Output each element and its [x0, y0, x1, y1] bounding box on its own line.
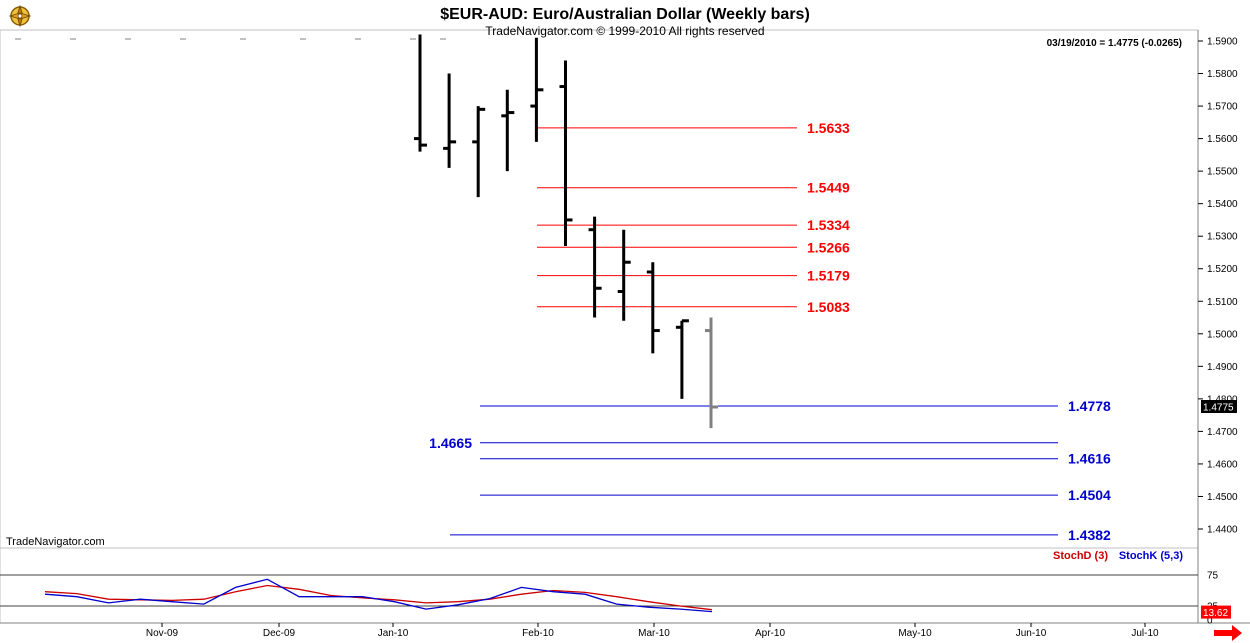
price-tick-label: 1.5600 — [1207, 134, 1238, 145]
price-tick-label: 1.5900 — [1207, 37, 1238, 48]
ohlc-bar — [472, 106, 486, 198]
price-tick-label: 1.4400 — [1207, 525, 1238, 536]
time-tick-label: Mar-10 — [638, 628, 670, 639]
ohlc-bar — [530, 37, 544, 142]
ohlc-bar — [705, 317, 718, 429]
price-tick-label: 1.4500 — [1207, 492, 1238, 503]
ohlc-bar — [559, 60, 573, 246]
stochastic-layer: 7525013.62 — [0, 571, 1231, 627]
price-tick-label: 1.4900 — [1207, 362, 1238, 373]
ohlc-bar — [617, 229, 631, 321]
price-tick-label: 1.4600 — [1207, 459, 1238, 470]
price-tick-label: 1.5000 — [1207, 329, 1238, 340]
time-tick-label: Jun-10 — [1016, 628, 1047, 639]
level-label-support: 1.4778 — [1068, 398, 1111, 414]
ohlc-bar — [588, 216, 602, 318]
level-label-support: 1.4504 — [1068, 487, 1111, 503]
time-tick-label: Jul-10 — [1131, 628, 1159, 639]
ohlc-bar — [675, 319, 689, 399]
price-tick-label: 1.5700 — [1207, 102, 1238, 113]
level-label-resistance: 1.5179 — [807, 268, 850, 284]
ohlc-bar — [501, 89, 515, 172]
last-price-box — [1201, 400, 1237, 413]
level-label-resistance: 1.5266 — [807, 239, 850, 255]
level-label-support: 1.4382 — [1068, 527, 1111, 543]
price-tick-label: 1.5400 — [1207, 199, 1238, 210]
price-axis-layer: 1.5900 1.5800 1.5700 1.5600 1.5500 1.5400 1.53… — [1198, 37, 1238, 536]
time-tick-label: Nov-09 — [146, 628, 179, 639]
time-axis-layer: Nov-09 Dec-09 Jan-10 Feb-10 Mar-10 Apr-10 May-… — [146, 623, 1159, 639]
ohlc-bar — [414, 34, 427, 152]
price-bars-layer — [414, 34, 718, 429]
time-tick-label: Dec-09 — [263, 628, 296, 639]
time-tick-label: Feb-10 — [522, 628, 554, 639]
ohlc-bar — [646, 262, 660, 354]
last-quote-readout: 03/19/2010 = 1.4775 (-0.0265) — [1047, 38, 1182, 49]
price-tick-label: 1.5300 — [1207, 232, 1238, 243]
time-tick-label: Jan-10 — [378, 628, 409, 639]
price-tick-label: 1.5500 — [1207, 167, 1238, 178]
chart-title: $EUR-AUD: Euro/Australian Dollar (Weekly… — [440, 6, 810, 23]
legend-stoch-d: StochD (3) — [1053, 550, 1108, 562]
ohlc-bar — [443, 73, 457, 168]
time-tick-label: May-10 — [898, 628, 932, 639]
level-label-resistance: 1.5083 — [807, 299, 850, 315]
price-tick-label: 1.5200 — [1207, 264, 1238, 275]
watermark-text: TradeNavigator.com — [6, 536, 105, 548]
price-tick-label: 1.5800 — [1207, 69, 1238, 80]
stoch-k-line — [44, 578, 713, 613]
stoch-tick-label: 0 — [1207, 616, 1213, 627]
price-tick-label: 1.4700 — [1207, 427, 1238, 438]
scroll-right-arrow-icon[interactable] — [1214, 625, 1242, 641]
stoch-last-value-label: 13.62 — [1203, 608, 1228, 619]
chart-subtitle: TradeNavigator.com © 1999-2010 All right… — [485, 24, 764, 38]
stoch-last-value-box — [1201, 605, 1231, 619]
time-tick-label: Apr-10 — [755, 628, 785, 639]
legend-stoch-k: StochK (5,3) — [1119, 550, 1184, 562]
compass-logo-icon — [8, 4, 32, 28]
last-price-label: 1.4775 — [1203, 403, 1234, 414]
level-label-support: 1.4665 — [429, 435, 472, 451]
level-label-support: 1.4616 — [1068, 451, 1111, 467]
level-label-resistance: 1.5449 — [807, 180, 850, 196]
stoch-tick-label: 75 — [1207, 571, 1219, 582]
level-lines-layer: 1.5633 1.5449 1.5334 1.5266 1.5179 1.5083 1.47… — [429, 120, 1111, 543]
price-tick-label: 1.4800 — [1207, 394, 1238, 405]
level-label-resistance: 1.5334 — [807, 217, 850, 233]
level-label-resistance: 1.5633 — [807, 120, 850, 136]
price-tick-label: 1.5100 — [1207, 297, 1238, 308]
